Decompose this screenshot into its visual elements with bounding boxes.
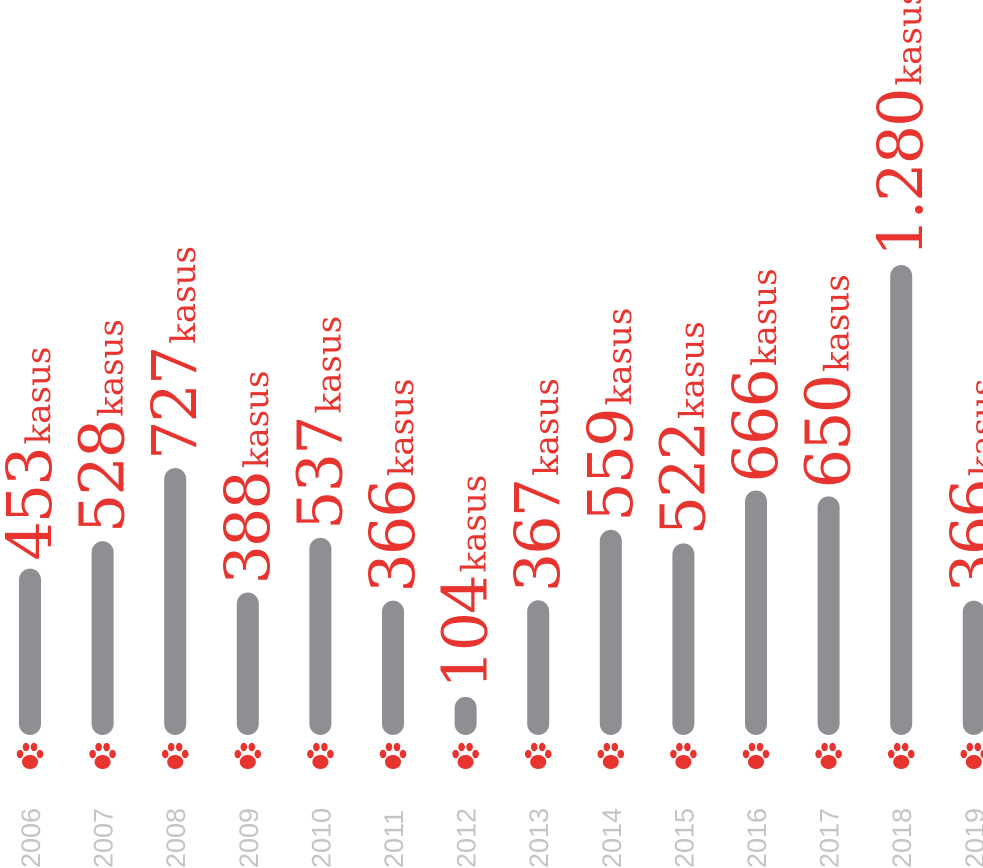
unit-label: kasus	[745, 268, 785, 366]
year-label: 2010	[306, 808, 336, 868]
bar	[382, 600, 404, 735]
bar	[19, 568, 41, 735]
value-number: 537	[283, 417, 356, 529]
paw-print-icon	[887, 742, 915, 769]
value-number: 104	[429, 576, 502, 688]
value-number: 522	[646, 423, 719, 535]
paw-print-icon	[597, 742, 625, 769]
value-number: 366	[937, 480, 983, 592]
paw-print-icon	[742, 742, 770, 769]
value-label: 1.280kasus	[864, 0, 937, 257]
bar	[890, 265, 913, 735]
paw-print-icon	[670, 742, 697, 769]
year-label: 2007	[89, 808, 119, 868]
bar	[164, 468, 187, 735]
bar	[962, 600, 983, 735]
value-label: 727kasus	[138, 246, 211, 460]
value-label: 537kasus	[283, 316, 356, 530]
year-label: 2017	[815, 808, 845, 868]
unit-label: kasus	[818, 274, 858, 372]
year-label: 2013	[524, 808, 554, 868]
bar	[745, 490, 767, 735]
year-label: 2012	[452, 808, 482, 868]
unit-label: kasus	[237, 371, 277, 469]
value-number: 388	[211, 472, 284, 584]
unit-label: kasus	[92, 319, 132, 417]
bar	[599, 529, 622, 735]
year-label: 2016	[742, 808, 772, 868]
year-label: 2008	[161, 808, 191, 868]
value-number: 666	[719, 370, 792, 482]
paw-print-icon	[16, 742, 44, 769]
bar	[91, 541, 114, 735]
value-label: 366kasus	[356, 379, 429, 593]
paw-print-icon	[89, 742, 116, 769]
value-label: 522kasus	[646, 321, 719, 535]
value-number: 650	[792, 376, 865, 488]
bar	[817, 496, 840, 735]
unit-label: kasus	[527, 378, 567, 476]
value-number: 366	[356, 480, 429, 592]
year-label: 2014	[597, 808, 627, 868]
value-label: 559kasus	[574, 308, 647, 522]
year-label: 2011	[379, 810, 409, 868]
value-label: 367kasus	[501, 378, 574, 592]
value-label: 104kasus	[429, 475, 502, 689]
year-label: 2009	[234, 808, 264, 868]
paw-print-icon	[234, 742, 262, 769]
unit-label: kasus	[19, 347, 59, 445]
paw-print-icon	[161, 742, 189, 769]
bar	[527, 600, 550, 735]
year-label: 2015	[669, 808, 699, 868]
year-label: 2018	[887, 808, 917, 868]
unit-label: kasus	[382, 379, 422, 477]
paw-print-icon	[307, 742, 334, 769]
bar	[236, 592, 259, 735]
paw-print-icon	[960, 742, 983, 769]
paw-print-icon	[452, 742, 479, 769]
value-label: 366 kasus	[937, 379, 983, 593]
value-number: 367	[501, 480, 574, 592]
paw-print-icon	[524, 742, 552, 769]
unit-label: kasus	[890, 0, 930, 86]
paw-print-icon	[815, 742, 842, 769]
year-label: 2019	[960, 808, 983, 868]
value-label: 528kasus	[66, 319, 139, 533]
value-number: 727	[138, 348, 211, 460]
unit-label: kasus	[309, 316, 349, 414]
value-label: 453kasus	[0, 347, 66, 561]
bar	[309, 537, 332, 735]
value-label: 666kasus	[719, 268, 792, 482]
unit-label: kasus	[600, 308, 640, 406]
year-label: 2006	[16, 808, 46, 868]
value-number: 453	[0, 448, 66, 560]
bar	[454, 696, 477, 735]
paw-print-icon	[379, 742, 407, 769]
value-label: 650kasus	[792, 274, 865, 488]
value-number: 559	[574, 409, 647, 521]
unit-label: kasus	[963, 379, 983, 477]
value-number: 528	[66, 421, 139, 533]
value-number: 1.280	[864, 90, 937, 258]
value-label: 388kasus	[211, 371, 284, 585]
bar	[672, 543, 695, 735]
unit-label: kasus	[164, 246, 204, 344]
unit-label: kasus	[455, 475, 495, 573]
unit-label: kasus	[672, 321, 712, 419]
